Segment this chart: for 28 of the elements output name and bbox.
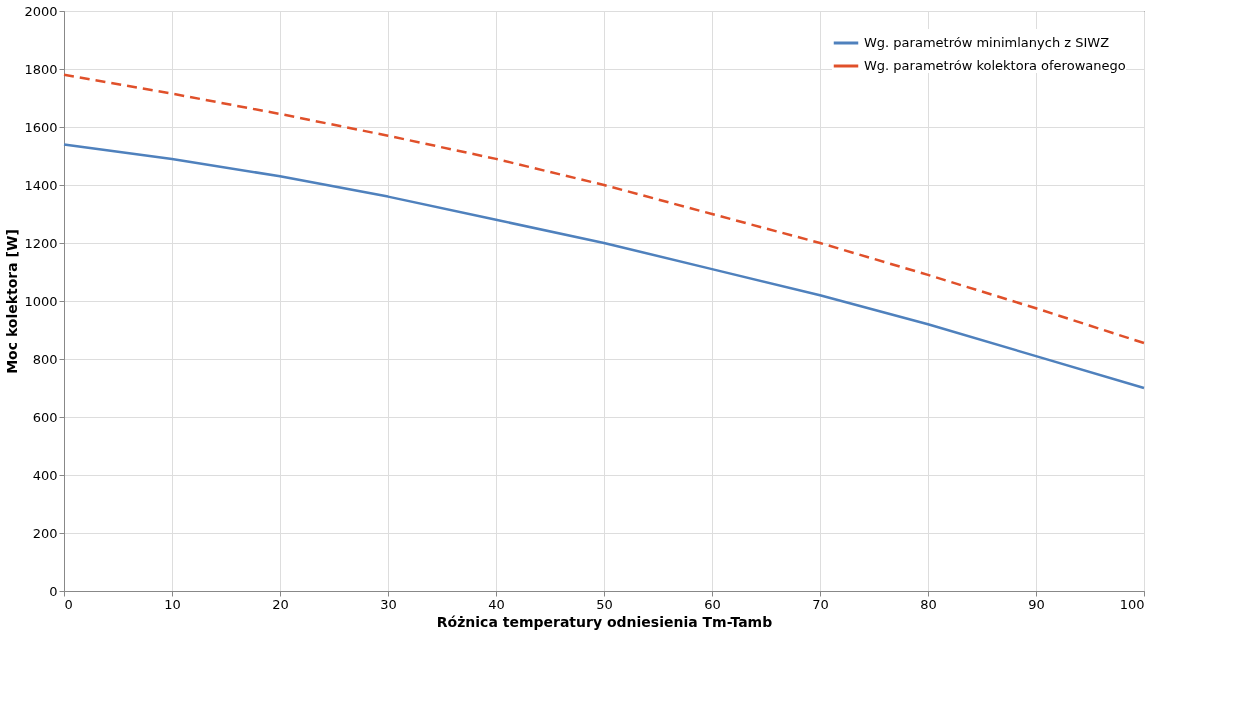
y-tick-label: 1200: [24, 235, 58, 251]
y-tick-label: 800: [32, 351, 58, 367]
legend-label: Wg. parametrów minimlanych z SIWZ: [864, 35, 1110, 50]
x-tick-label: 70: [812, 596, 829, 612]
x-tick-label: 0: [64, 596, 73, 612]
x-axis-title: Różnica temperatury odniesienia Tm-Tamb: [436, 613, 773, 630]
y-tick-label: 1400: [24, 177, 58, 193]
x-tick-label: 20: [272, 596, 289, 612]
x-tick-label: 60: [704, 596, 721, 612]
x-tick-label: 90: [1028, 596, 1045, 612]
line-series: [62, 143, 1146, 390]
y-tick-label: 400: [32, 467, 58, 483]
x-tick-label: 10: [164, 596, 181, 612]
x-tick-label: 30: [380, 596, 397, 612]
x-tick-label: 100: [1119, 596, 1145, 612]
y-tick-label: 1600: [24, 119, 58, 135]
legend-label: Wg. parametrów kolektora oferowanego: [864, 58, 1126, 73]
x-tick-label: 40: [488, 596, 505, 612]
y-tick-label: 2000: [24, 3, 58, 19]
x-tick-label: 50: [596, 596, 613, 612]
line-series: [62, 73, 1146, 345]
y-axis-title: Moc kolektora [W]: [4, 229, 21, 374]
y-tick-label: 1000: [24, 293, 58, 309]
y-tick-label: 1800: [24, 61, 58, 77]
y-tick-label: 200: [32, 525, 58, 541]
x-tick-label: 80: [920, 596, 937, 612]
y-tick-label: 600: [32, 409, 58, 425]
y-tick-label: 0: [49, 583, 58, 599]
